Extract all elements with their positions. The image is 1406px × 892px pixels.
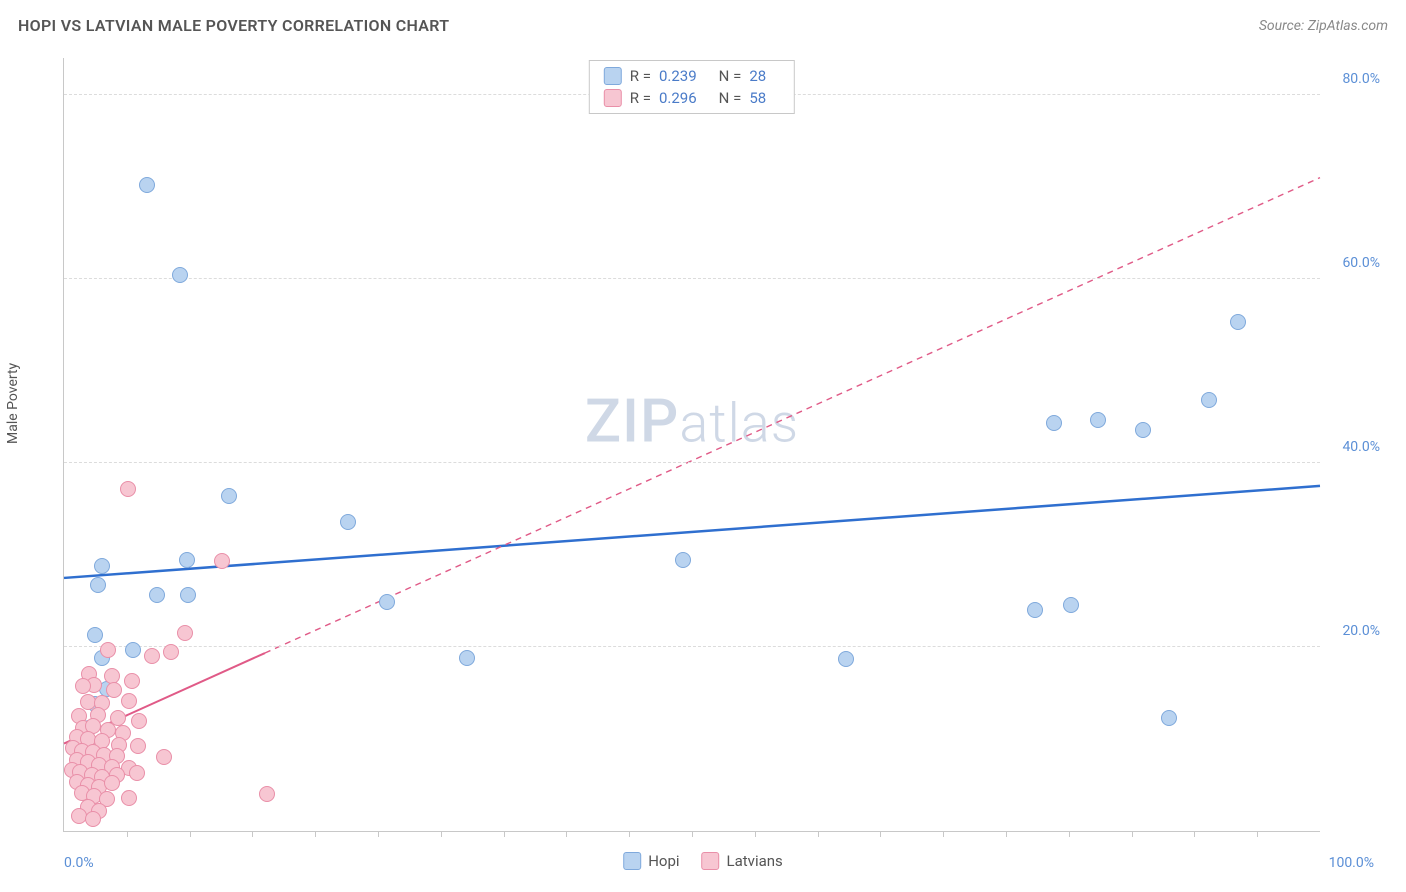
data-point [163, 644, 179, 660]
data-point [1090, 412, 1106, 428]
legend-row: R = 0.239 N = 28 [604, 65, 780, 87]
data-point [124, 673, 140, 689]
legend-item: Latvians [702, 852, 783, 870]
data-point [221, 488, 237, 504]
scatter-plot: ZIPatlas R =0.239N =28R =0.296N =58 20.0… [63, 58, 1320, 832]
data-point [120, 481, 136, 497]
watermark: ZIPatlas [585, 386, 799, 457]
data-point [139, 177, 155, 193]
y-tick-label: 80.0% [1342, 71, 1380, 87]
data-point [459, 650, 475, 666]
data-point [1027, 602, 1043, 618]
legend-label: Latvians [727, 852, 783, 870]
data-point [838, 651, 854, 667]
data-point [177, 625, 193, 641]
x-tick [755, 831, 756, 837]
legend-r-label: R = [630, 67, 651, 85]
legend-swatch [604, 67, 622, 85]
x-tick [943, 831, 944, 837]
data-point [172, 267, 188, 283]
data-point [1135, 422, 1151, 438]
y-tick-label: 60.0% [1342, 255, 1380, 271]
legend-swatch [623, 852, 641, 870]
legend-swatch [604, 89, 622, 107]
data-point [1063, 597, 1079, 613]
chart-container: Male Poverty ZIPatlas R =0.239N =28R =0.… [18, 50, 1388, 882]
x-tick-label: 0.0% [64, 855, 94, 871]
data-point [85, 811, 101, 827]
data-point [675, 552, 691, 568]
data-point [75, 678, 91, 694]
data-point [100, 642, 116, 658]
data-point [131, 713, 147, 729]
legend-item: Hopi [623, 852, 679, 870]
data-point [1201, 392, 1217, 408]
data-point [379, 594, 395, 610]
x-tick [880, 831, 881, 837]
source-attribution: Source: ZipAtlas.com [1259, 18, 1388, 34]
data-point [214, 553, 230, 569]
data-point [129, 765, 145, 781]
data-point [340, 514, 356, 530]
y-tick-label: 20.0% [1342, 623, 1380, 639]
data-point [179, 552, 195, 568]
x-tick [252, 831, 253, 837]
data-point [149, 587, 165, 603]
chart-title: HOPI VS LATVIAN MALE POVERTY CORRELATION… [18, 16, 449, 35]
x-tick [818, 831, 819, 837]
data-point [130, 738, 146, 754]
x-tick [692, 831, 693, 837]
data-point [90, 577, 106, 593]
legend-n-value: 58 [749, 89, 766, 107]
x-tick [190, 831, 191, 837]
data-point [1161, 710, 1177, 726]
legend-r-value: 0.239 [659, 67, 697, 85]
legend-r-label: R = [630, 89, 651, 107]
y-tick-label: 40.0% [1342, 439, 1380, 455]
data-point [156, 749, 172, 765]
legend-n-label: N = [719, 89, 742, 107]
legend-label: Hopi [648, 852, 679, 870]
data-point [104, 775, 120, 791]
data-point [87, 627, 103, 643]
x-tick [1194, 831, 1195, 837]
legend-n-value: 28 [749, 67, 766, 85]
grid-line [64, 462, 1320, 463]
grid-line [64, 646, 1320, 647]
x-tick [504, 831, 505, 837]
data-point [121, 790, 137, 806]
x-tick [1257, 831, 1258, 837]
data-point [259, 786, 275, 802]
x-tick [566, 831, 567, 837]
data-point [180, 587, 196, 603]
data-point [144, 648, 160, 664]
legend-r-value: 0.296 [659, 89, 697, 107]
x-tick-label: 100.0% [1329, 855, 1374, 871]
x-tick [629, 831, 630, 837]
legend-row: R = 0.296 N = 58 [604, 87, 780, 109]
y-axis-label: Male Poverty [5, 363, 21, 444]
x-tick [315, 831, 316, 837]
data-point [94, 558, 110, 574]
data-point [1230, 314, 1246, 330]
x-tick [1006, 831, 1007, 837]
data-point [121, 693, 137, 709]
data-point [106, 682, 122, 698]
grid-line [64, 278, 1320, 279]
x-tick [441, 831, 442, 837]
x-tick [1069, 831, 1070, 837]
data-point [1046, 415, 1062, 431]
x-tick [127, 831, 128, 837]
trend-lines [64, 58, 1320, 831]
correlation-legend: R = 0.239 N = 28 R = 0.296 N = 58 [589, 60, 795, 114]
series-legend: Hopi Latvians [623, 852, 783, 870]
x-tick [378, 831, 379, 837]
legend-swatch [702, 852, 720, 870]
data-point [125, 642, 141, 658]
x-tick [1132, 831, 1133, 837]
legend-n-label: N = [719, 67, 742, 85]
